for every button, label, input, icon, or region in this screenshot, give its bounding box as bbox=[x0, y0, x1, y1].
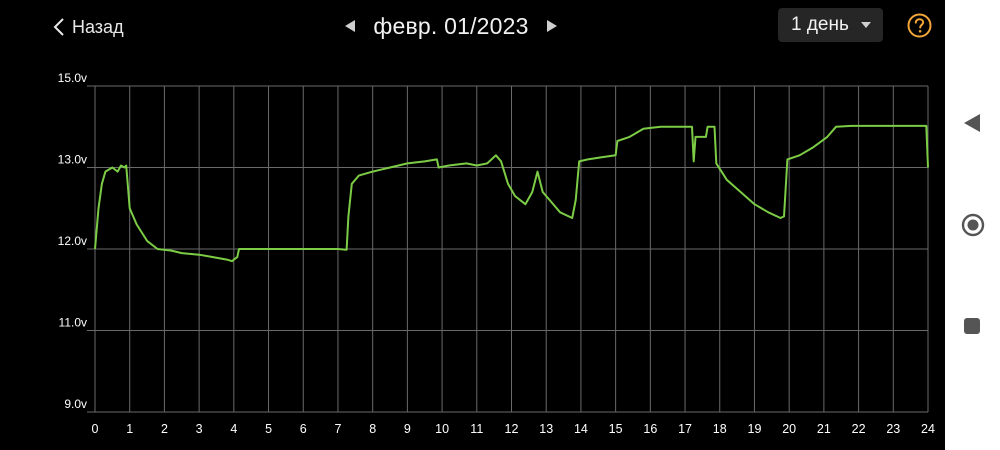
x-tick-label: 2 bbox=[161, 422, 168, 436]
x-tick-label: 3 bbox=[196, 422, 203, 436]
triangle-right-icon bbox=[547, 20, 557, 32]
android-home-icon[interactable] bbox=[961, 213, 985, 237]
android-recents-icon[interactable] bbox=[963, 317, 981, 335]
x-tick-label: 11 bbox=[470, 422, 483, 436]
x-tick-label: 9 bbox=[404, 422, 411, 436]
triangle-left-icon bbox=[345, 20, 355, 32]
y-tick-label: 11.0v bbox=[59, 316, 87, 330]
x-tick-label: 13 bbox=[539, 422, 553, 436]
system-nav-bar bbox=[945, 0, 1000, 450]
x-tick-label: 4 bbox=[230, 422, 237, 436]
chevron-left-icon bbox=[53, 18, 64, 36]
y-tick-label: 9.0v bbox=[64, 397, 87, 411]
period-label: 1 день bbox=[791, 14, 849, 35]
x-tick-label: 5 bbox=[265, 422, 272, 436]
x-tick-label: 20 bbox=[782, 422, 796, 436]
next-date-button[interactable] bbox=[542, 11, 562, 41]
y-tick-label: 13.0v bbox=[58, 153, 87, 167]
x-tick-label: 7 bbox=[334, 422, 341, 436]
x-tick-label: 10 bbox=[435, 422, 449, 436]
voltage-series-line bbox=[94, 124, 929, 263]
help-circle-icon bbox=[907, 13, 932, 38]
x-tick-label: 1 bbox=[126, 422, 133, 436]
back-label: Назад bbox=[72, 16, 124, 37]
caret-down-icon bbox=[861, 22, 871, 28]
y-tick-label: 12.0v bbox=[58, 234, 87, 248]
date-label: февр. 01/2023 bbox=[373, 12, 529, 39]
x-tick-label: 8 bbox=[369, 422, 376, 436]
x-tick-label: 19 bbox=[748, 422, 762, 436]
x-tick-label: 6 bbox=[300, 422, 307, 436]
x-tick-label: 15 bbox=[609, 422, 623, 436]
android-back-icon[interactable] bbox=[961, 112, 983, 134]
period-dropdown[interactable]: 1 день bbox=[778, 8, 883, 42]
x-tick-label: 14 bbox=[574, 422, 588, 436]
y-tick-label: 15.0v bbox=[58, 71, 87, 85]
x-tick-label: 17 bbox=[678, 422, 692, 436]
x-tick-label: 0 bbox=[92, 422, 99, 436]
x-tick-label: 18 bbox=[713, 422, 727, 436]
prev-date-button[interactable] bbox=[340, 11, 360, 41]
x-tick-label: 16 bbox=[643, 422, 657, 436]
app-screen: Назад февр. 01/2023 1 день 15.0v 13.0v 12.… bbox=[52, 8, 935, 436]
x-tick-label: 23 bbox=[886, 422, 900, 436]
x-tick-label: 21 bbox=[817, 422, 831, 436]
help-button[interactable] bbox=[907, 13, 932, 38]
x-tick-label: 22 bbox=[852, 422, 866, 436]
date-navigator: февр. 01/2023 bbox=[340, 8, 562, 44]
x-tick-label: 24 bbox=[921, 422, 935, 436]
back-button[interactable]: Назад bbox=[52, 12, 124, 42]
x-tick-label: 12 bbox=[505, 422, 519, 436]
